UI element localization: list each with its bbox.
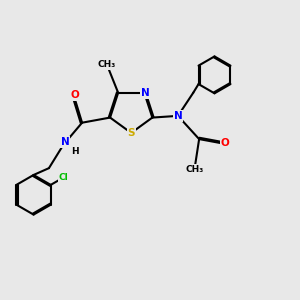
Text: H: H — [71, 147, 79, 156]
Text: N: N — [174, 111, 182, 121]
Text: O: O — [70, 90, 79, 100]
Text: CH₃: CH₃ — [97, 60, 115, 69]
Text: N: N — [141, 88, 149, 98]
Text: CH₃: CH₃ — [186, 165, 204, 174]
Text: O: O — [220, 138, 229, 148]
Text: S: S — [128, 128, 135, 138]
Text: Cl: Cl — [58, 173, 68, 182]
Text: N: N — [61, 137, 69, 147]
